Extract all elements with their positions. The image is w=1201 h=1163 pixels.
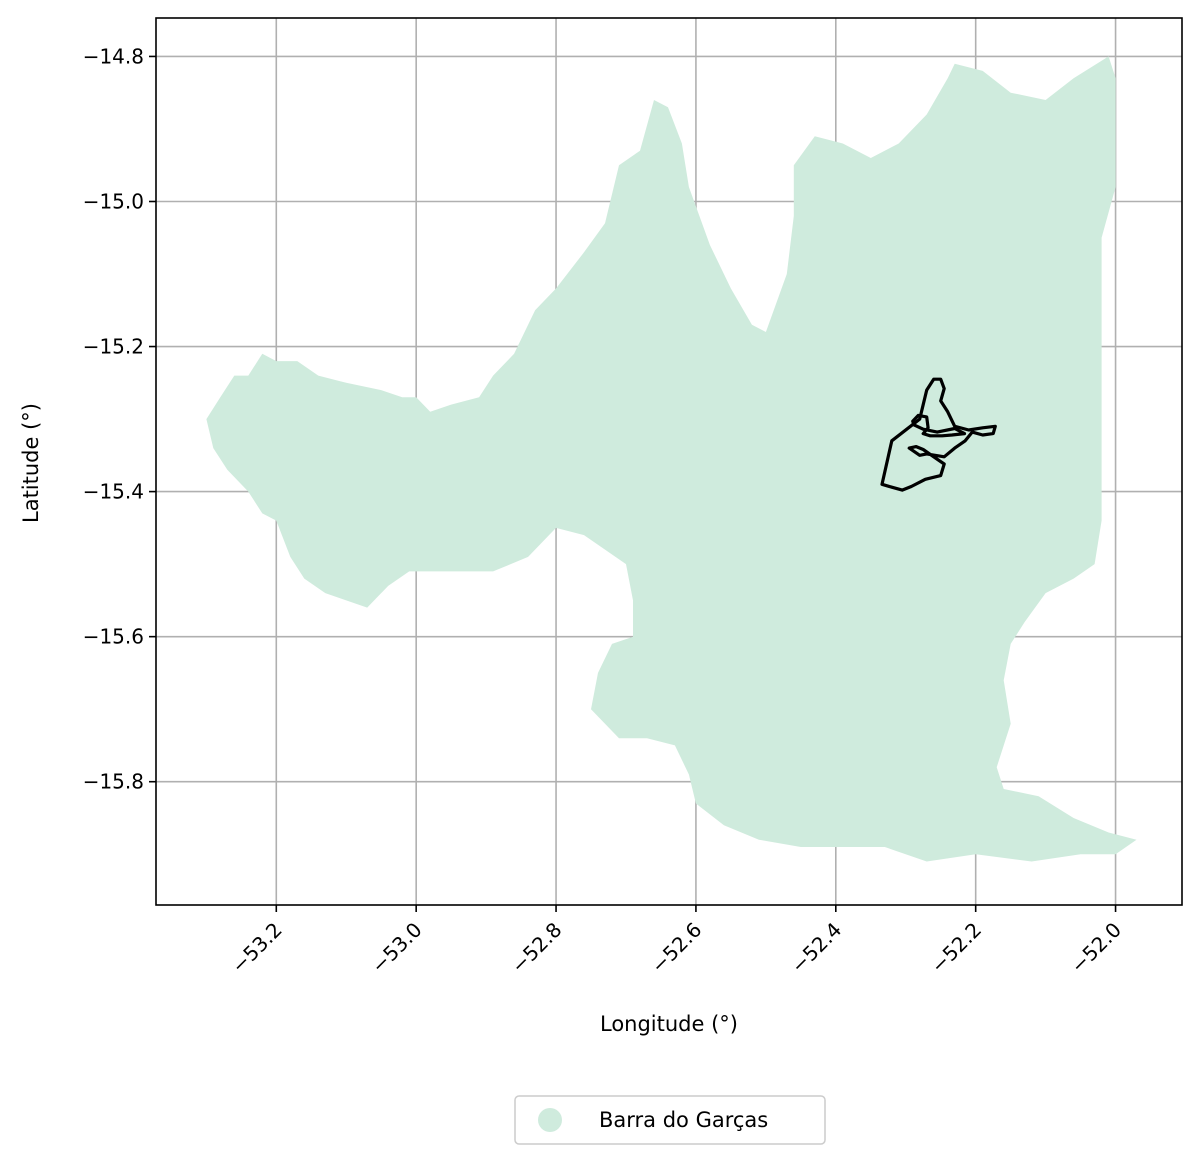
x-tick-label: −53.2 xyxy=(227,918,287,978)
y-tick-label: −15.8 xyxy=(83,770,144,794)
y-tick-label: −15.2 xyxy=(83,335,144,359)
y-axis-title: Latitude (°) xyxy=(19,403,43,523)
x-tick-label: −52.0 xyxy=(1066,918,1126,978)
legend-marker xyxy=(538,1108,562,1132)
x-tick-label: −52.6 xyxy=(646,918,706,978)
x-tick-label: −52.8 xyxy=(506,918,566,978)
legend-box xyxy=(514,1095,826,1145)
y-tick-label: −14.8 xyxy=(83,44,144,68)
legend: Barra do Garças xyxy=(514,1095,826,1145)
legend-label: Barra do Garças xyxy=(599,1108,768,1132)
x-axis-title: Longitude (°) xyxy=(600,1012,738,1036)
x-tick-label: −52.2 xyxy=(926,918,986,978)
plot-frame xyxy=(155,17,1183,906)
y-axis-ticks: −14.8 −15.0 −15.2 −15.4 −15.6 −15.8 xyxy=(83,44,156,794)
x-tick-label: −52.4 xyxy=(786,918,846,978)
highlight-area-outline xyxy=(880,377,997,492)
y-tick-label: −15.0 xyxy=(83,189,144,213)
y-tick-label: −15.4 xyxy=(83,480,144,504)
region-barra-do-garcas xyxy=(206,56,1137,862)
y-tick-label: −15.6 xyxy=(83,625,144,649)
highlight-area-inner-outline xyxy=(911,413,967,438)
x-axis-ticks: −53.2 −53.0 −52.8 −52.6 −52.4 −52.2 −52.0 xyxy=(227,905,1126,978)
x-tick-label: −53.0 xyxy=(366,918,426,978)
